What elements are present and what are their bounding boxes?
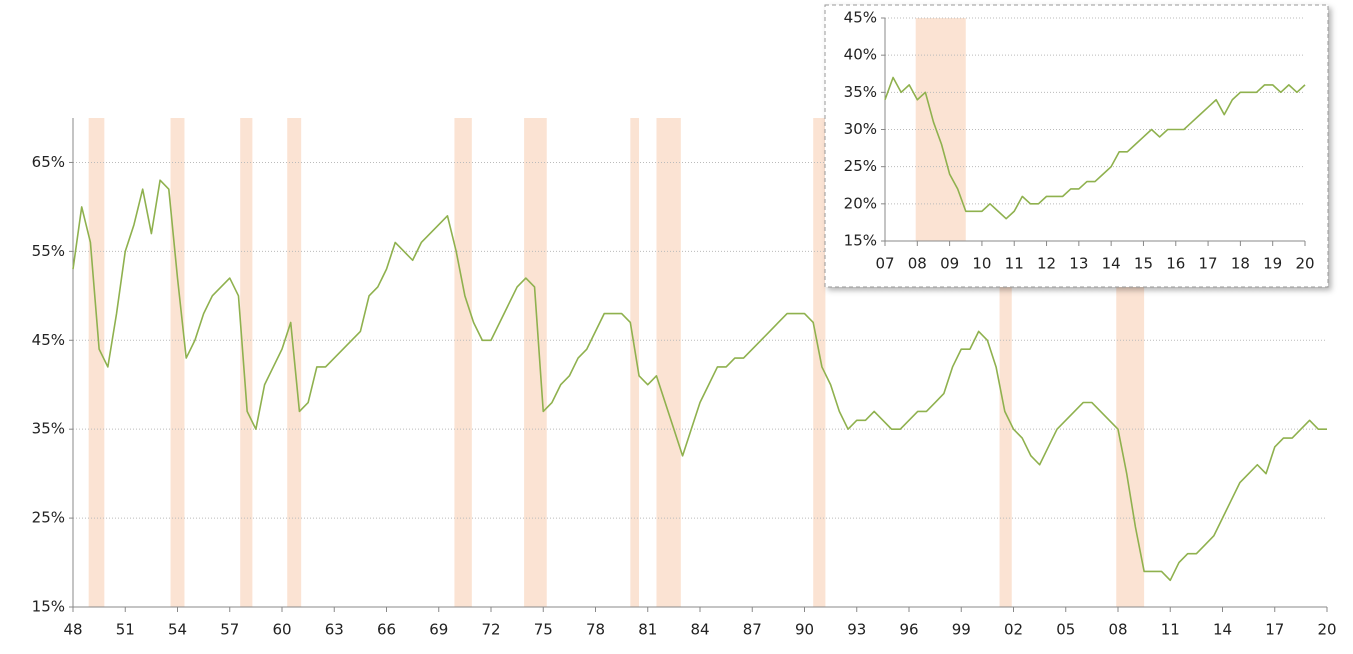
x-tick-label: 72	[481, 621, 500, 639]
x-tick-label: 02	[1004, 621, 1023, 639]
plot: 15% 25% 35% 45% 55% 65% 48 51 54 57 60 63 66 69 72 75 78…	[32, 118, 1337, 639]
data-line	[884, 76, 1306, 220]
x-tick-label: 57	[220, 621, 239, 639]
y-tick-label: 40%	[844, 46, 877, 64]
y-tick-label: 25%	[32, 509, 65, 527]
x-tick-label: 10	[972, 255, 991, 273]
x-tick-label: 14	[1213, 621, 1232, 639]
x-tick-label: 75	[534, 621, 553, 639]
x-tick-label: 54	[168, 621, 187, 639]
y-tick-label: 45%	[32, 331, 65, 349]
x-tick-label: 69	[429, 621, 448, 639]
recession-band	[170, 118, 185, 607]
x-tick-label: 20	[1317, 621, 1336, 639]
y-tick-label: 25%	[844, 157, 877, 175]
x-tick-label: 66	[377, 621, 396, 639]
y-tick-label: 35%	[844, 83, 877, 101]
x-tick-label: 18	[1231, 255, 1250, 273]
x-tick-label: 96	[899, 621, 918, 639]
x-tick-label: 08	[908, 255, 927, 273]
x-tick-label: 93	[847, 621, 866, 639]
x-tick-label: 16	[1166, 255, 1185, 273]
x-tick-label: 78	[586, 621, 605, 639]
y-tick-label: 20%	[844, 194, 877, 212]
y-tick-label: 65%	[32, 153, 65, 171]
recession-band	[454, 118, 472, 607]
x-tick-label: 08	[1108, 621, 1127, 639]
x-tick-label: 84	[690, 621, 709, 639]
x-tick-label: 20	[1295, 255, 1314, 273]
data-line	[72, 179, 1327, 582]
recession-band	[915, 18, 966, 241]
x-tick-label: 17	[1265, 621, 1284, 639]
plot: 15% 20% 25% 30% 35% 40% 45% 07 08 09 10 11 12 13 14 15 1…	[824, 4, 1329, 288]
x-tick-label: 07	[875, 255, 894, 273]
x-tick-label: 99	[952, 621, 971, 639]
y-tick-label: 35%	[32, 420, 65, 438]
x-tick-label: 15	[1134, 255, 1153, 273]
x-tick-label: 87	[743, 621, 762, 639]
x-tick-label: 60	[272, 621, 291, 639]
y-tick-label: 55%	[32, 242, 65, 260]
x-tick-label: 17	[1199, 255, 1218, 273]
recession-band	[524, 118, 547, 607]
x-tick-label: 12	[1037, 255, 1056, 273]
x-tick-label: 11	[1005, 255, 1024, 273]
x-tick-label: 13	[1069, 255, 1088, 273]
x-tick-label: 11	[1161, 621, 1180, 639]
y-tick-label: 45%	[844, 9, 877, 27]
inset-frame	[824, 4, 1329, 288]
x-tick-label: 19	[1263, 255, 1282, 273]
y-tick-label: 15%	[32, 598, 65, 616]
recession-band	[813, 118, 826, 607]
x-tick-label: 63	[325, 621, 344, 639]
recession-band	[656, 118, 681, 607]
x-tick-label: 81	[638, 621, 657, 639]
x-tick-label: 09	[940, 255, 959, 273]
y-tick-label: 15%	[844, 232, 877, 250]
x-tick-label: 90	[795, 621, 814, 639]
recession-band	[240, 118, 253, 607]
recession-band	[630, 118, 640, 607]
x-tick-label: 51	[116, 621, 135, 639]
x-tick-label: 05	[1056, 621, 1075, 639]
x-tick-label: 48	[63, 621, 82, 639]
x-tick-label: 14	[1102, 255, 1121, 273]
recession-band	[88, 118, 105, 607]
y-tick-label: 30%	[844, 120, 877, 138]
